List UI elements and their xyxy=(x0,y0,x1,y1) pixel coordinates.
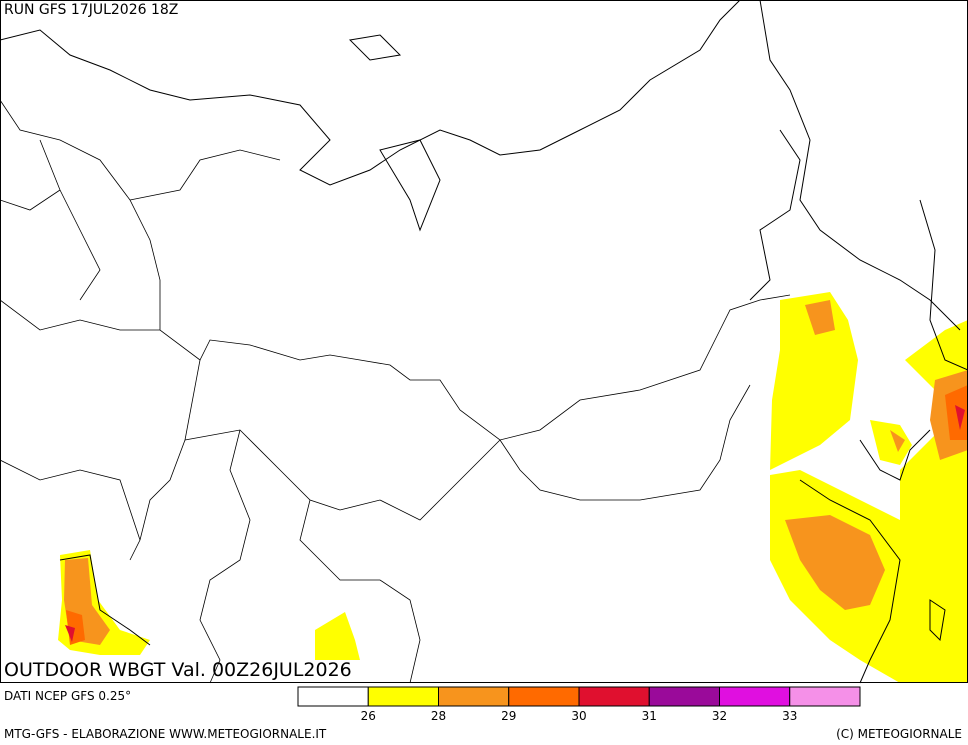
legend-tick-label: 30 xyxy=(571,709,586,723)
map-title: OUTDOOR WBGT Val. 00Z26JUL2026 xyxy=(4,659,352,681)
color-legend: 26 28 29 30 31 32 33 xyxy=(297,686,861,723)
legend-swatch xyxy=(438,686,510,707)
legend-tick-label: 31 xyxy=(642,709,657,723)
legend-tick-label: 32 xyxy=(712,709,727,723)
wbgt-field xyxy=(58,292,968,683)
legend-swatch xyxy=(789,686,861,707)
legend-swatch xyxy=(719,686,791,707)
coastlines xyxy=(0,0,968,684)
legend-tick-label: 28 xyxy=(431,709,446,723)
legend-tick-label: 29 xyxy=(501,709,516,723)
footer-right: (C) METEOGIORNALE xyxy=(836,727,962,741)
legend-swatch xyxy=(508,686,580,707)
legend-swatch xyxy=(297,686,369,707)
legend-tick-label: 26 xyxy=(361,709,376,723)
legend-swatch xyxy=(367,686,439,707)
legend-tick-label: 33 xyxy=(782,709,797,723)
legend-swatch xyxy=(578,686,650,707)
borders xyxy=(0,99,791,684)
footer-left: MTG-GFS - ELABORAZIONE WWW.METEOGIORNALE… xyxy=(4,727,327,741)
data-source: DATI NCEP GFS 0.25° xyxy=(4,689,131,703)
run-label: RUN GFS 17JUL2026 18Z xyxy=(4,2,178,18)
legend-swatch xyxy=(648,686,720,707)
